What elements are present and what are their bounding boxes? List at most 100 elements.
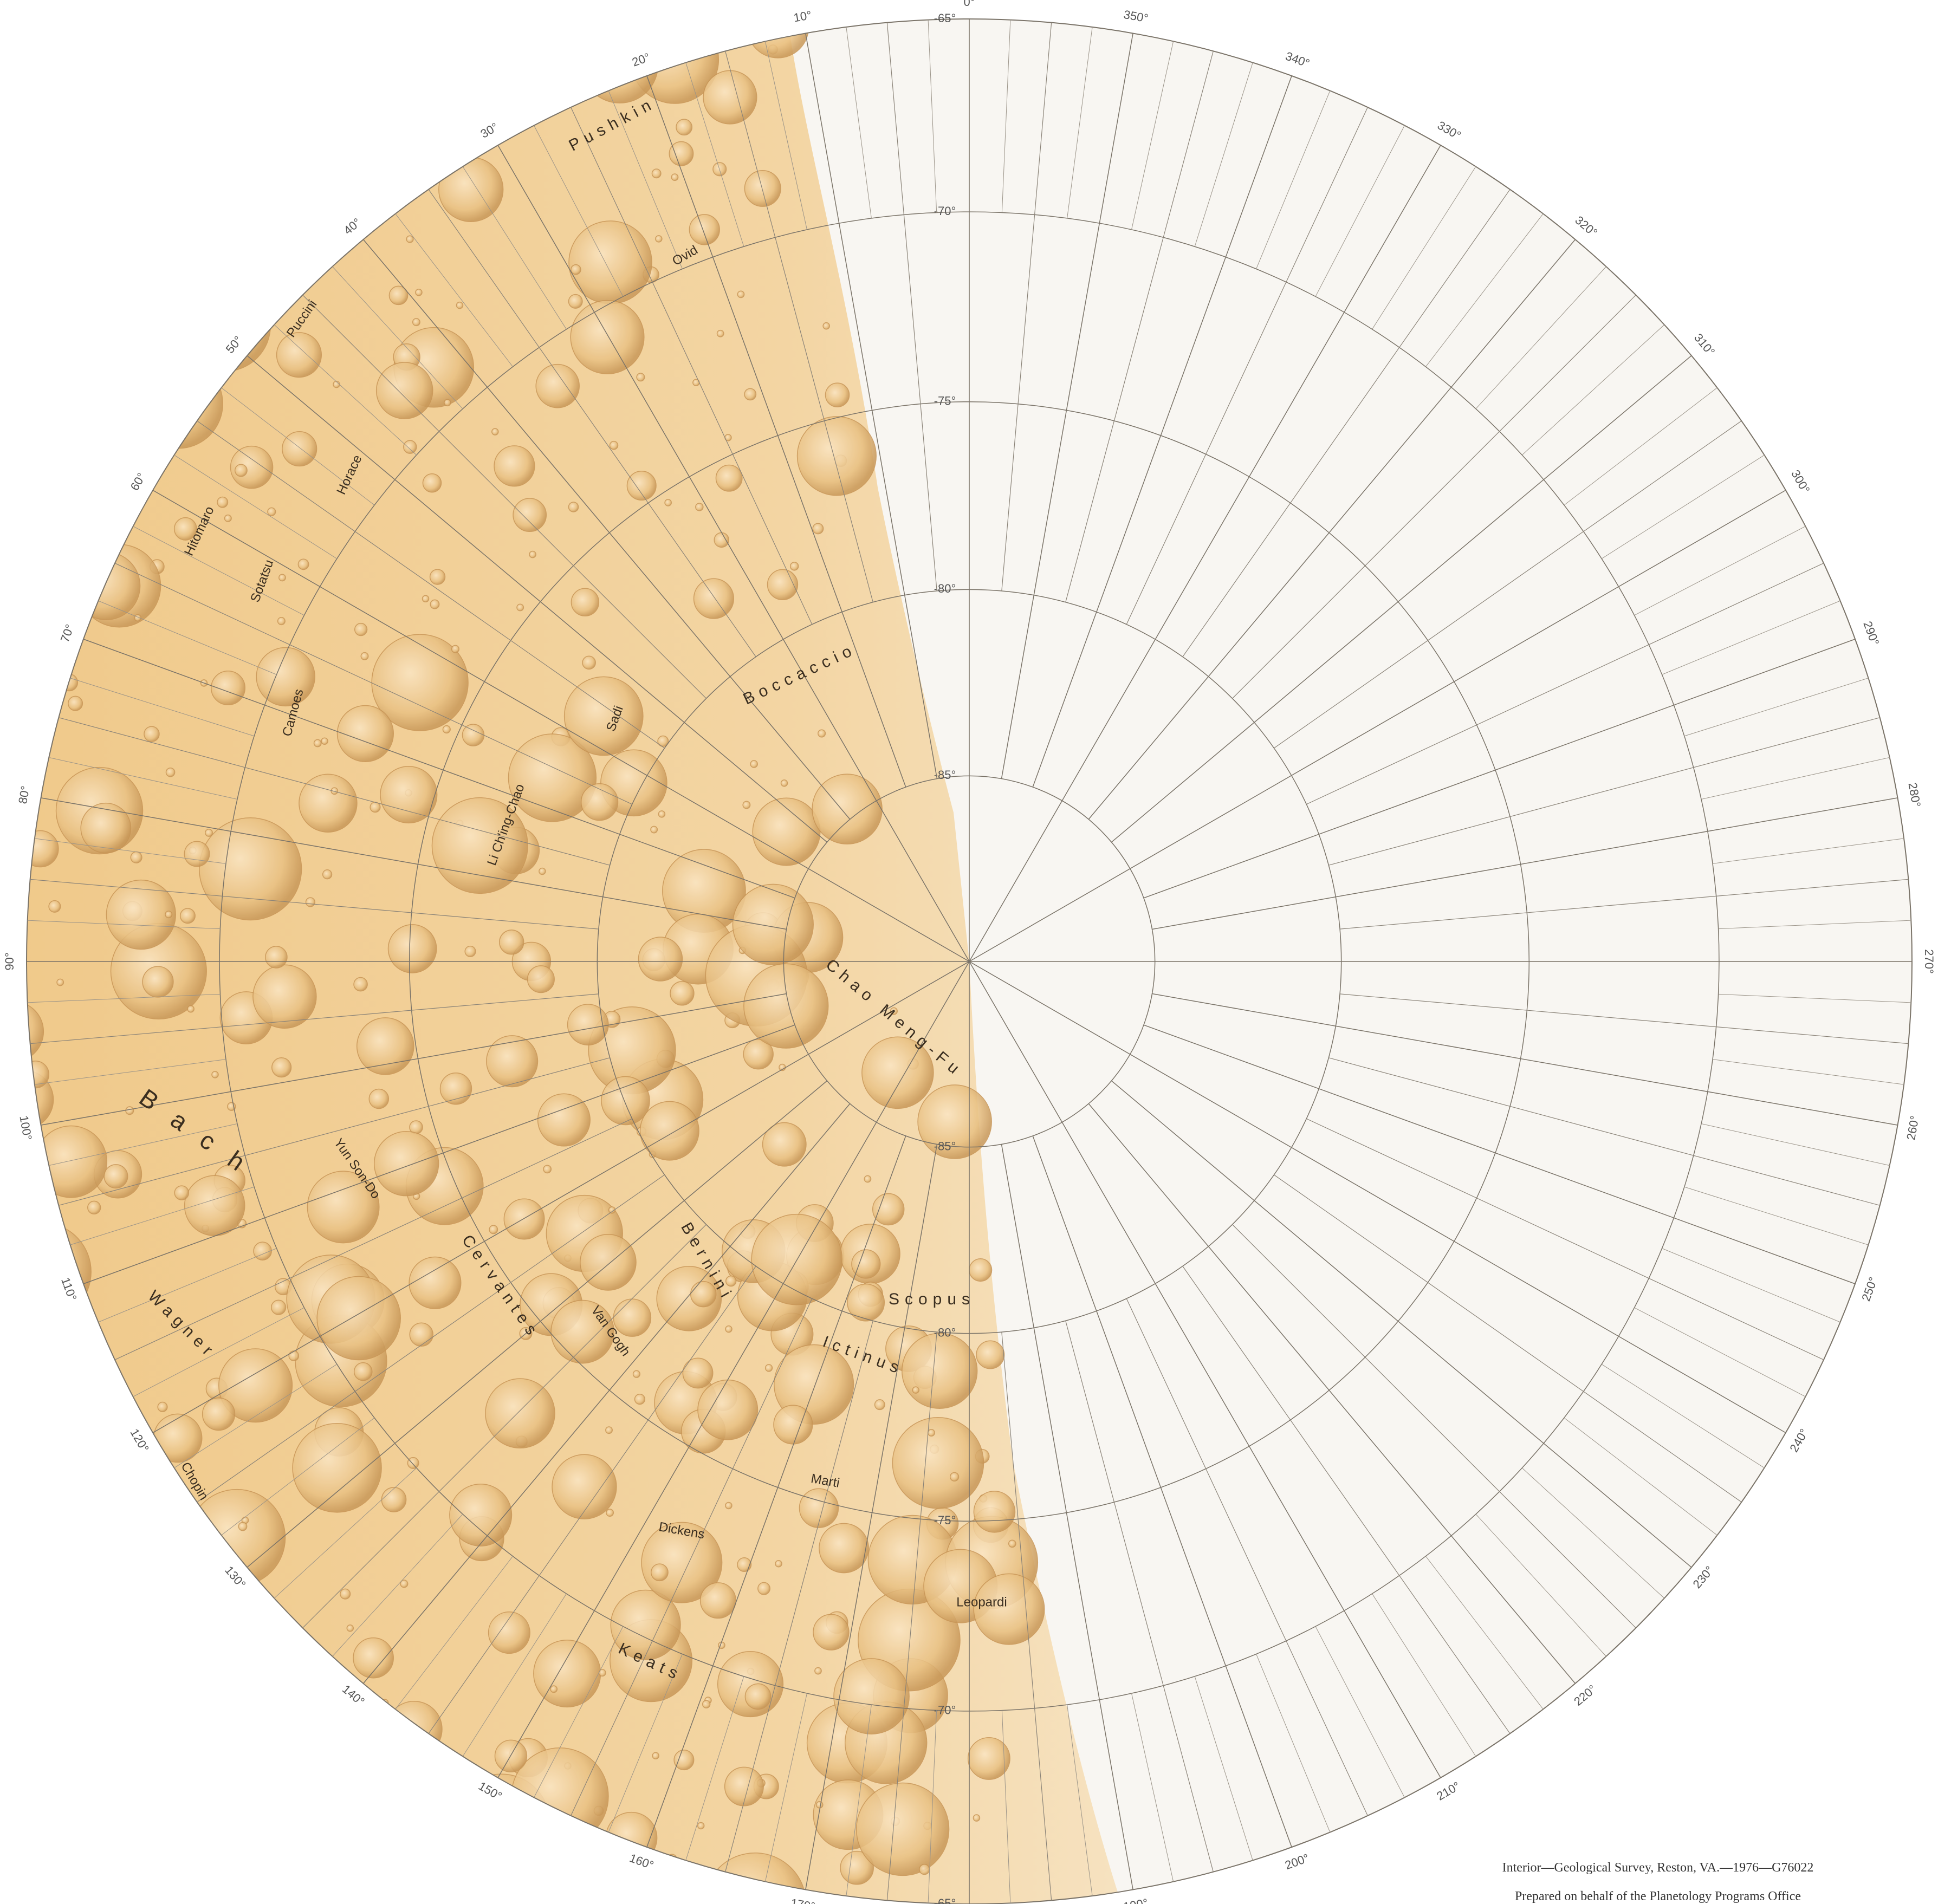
crater <box>812 523 824 535</box>
meridian <box>969 961 1786 1433</box>
crater <box>241 1675 250 1684</box>
crater <box>927 1429 935 1437</box>
crater <box>568 502 579 512</box>
meridian-minor <box>1306 563 1824 805</box>
longitude-label: 70° <box>58 622 77 644</box>
crater <box>509 59 517 66</box>
meridian-minor <box>59 1057 610 1206</box>
crater <box>217 496 229 508</box>
crater <box>652 1752 659 1759</box>
crater <box>407 1457 419 1469</box>
feature-name: Scopus <box>889 1290 975 1308</box>
crater <box>699 1582 736 1619</box>
meridian <box>83 1024 795 1284</box>
meridian-minor <box>928 20 937 213</box>
meridian-minor <box>1274 420 1742 749</box>
meridian-minor <box>302 1224 706 1628</box>
crater <box>456 301 464 309</box>
crater <box>676 119 693 136</box>
crater <box>202 1397 236 1431</box>
crater <box>184 1175 245 1237</box>
crater <box>277 616 286 626</box>
crater <box>218 1348 293 1423</box>
longitude-label: 110° <box>59 1276 79 1303</box>
meridian-minor <box>30 993 599 1044</box>
meridian-minor <box>1564 387 1717 505</box>
crater <box>416 117 468 170</box>
crater <box>271 1057 292 1078</box>
crater <box>570 300 645 374</box>
crater <box>634 1394 646 1405</box>
crater <box>438 157 504 222</box>
crater <box>27 1388 40 1409</box>
meridian-minor <box>1001 1332 1052 1901</box>
crater <box>388 285 409 306</box>
meridian-minor <box>221 387 375 505</box>
meridian-minor <box>1067 1705 1093 1896</box>
latitude-label: -75° <box>934 394 956 408</box>
crater <box>213 1817 222 1825</box>
longitude-label: 50° <box>223 333 245 356</box>
crater <box>297 558 309 570</box>
crater <box>812 774 883 844</box>
crater <box>225 1642 297 1714</box>
crater <box>750 760 758 768</box>
crater <box>967 1737 1010 1780</box>
crater <box>211 1071 219 1078</box>
crater <box>211 671 246 706</box>
longitude-label: 300° <box>1788 467 1812 496</box>
crater <box>582 655 596 670</box>
crater <box>695 503 704 511</box>
crater <box>815 1801 824 1809</box>
crater <box>27 1060 50 1089</box>
crater <box>740 0 750 8</box>
crater <box>716 329 724 337</box>
crater <box>973 1573 1045 1645</box>
meridian-minor <box>846 1705 872 1896</box>
crater <box>88 71 118 102</box>
crater <box>552 1454 617 1519</box>
crater <box>142 966 174 998</box>
meridian-minor <box>1232 1224 1636 1628</box>
longitude-label: 270° <box>1922 949 1936 974</box>
crater <box>50 690 62 702</box>
crater <box>0 230 4 236</box>
crater <box>307 1171 380 1244</box>
meridian <box>1088 1103 1576 1684</box>
crater <box>813 1614 850 1650</box>
crater <box>381 1487 407 1512</box>
longitude-label: 120° <box>127 1426 151 1454</box>
crater <box>278 574 286 582</box>
meridian-minor <box>1662 1248 1840 1323</box>
crater <box>108 342 118 351</box>
meridian-minor <box>395 1556 513 1710</box>
meridian-minor <box>1684 1186 1869 1245</box>
crater <box>87 1200 101 1214</box>
meridian-minor <box>302 295 706 699</box>
crater <box>822 322 830 330</box>
longitude-label: 200° <box>1283 1851 1311 1872</box>
meridian-minor <box>1340 993 1909 1044</box>
crater <box>234 464 248 477</box>
crater <box>609 440 619 450</box>
crater <box>658 810 666 818</box>
crater <box>360 213 368 221</box>
meridian <box>247 355 827 843</box>
latitude-label: -75° <box>934 1513 956 1527</box>
meridian <box>1143 1024 1856 1284</box>
crater <box>825 382 850 407</box>
meridian-minor <box>98 600 277 675</box>
crater <box>144 319 209 384</box>
meridian-minor <box>70 678 255 737</box>
crater <box>485 1378 555 1448</box>
meridian-minor <box>1315 125 1405 297</box>
crater <box>335 1884 358 1904</box>
crater <box>353 1637 394 1679</box>
crater <box>488 1611 530 1654</box>
crater <box>367 1711 399 1743</box>
crater <box>651 1563 669 1582</box>
meridian <box>152 961 970 1433</box>
meridian <box>1152 797 1898 930</box>
crater <box>725 1325 733 1333</box>
